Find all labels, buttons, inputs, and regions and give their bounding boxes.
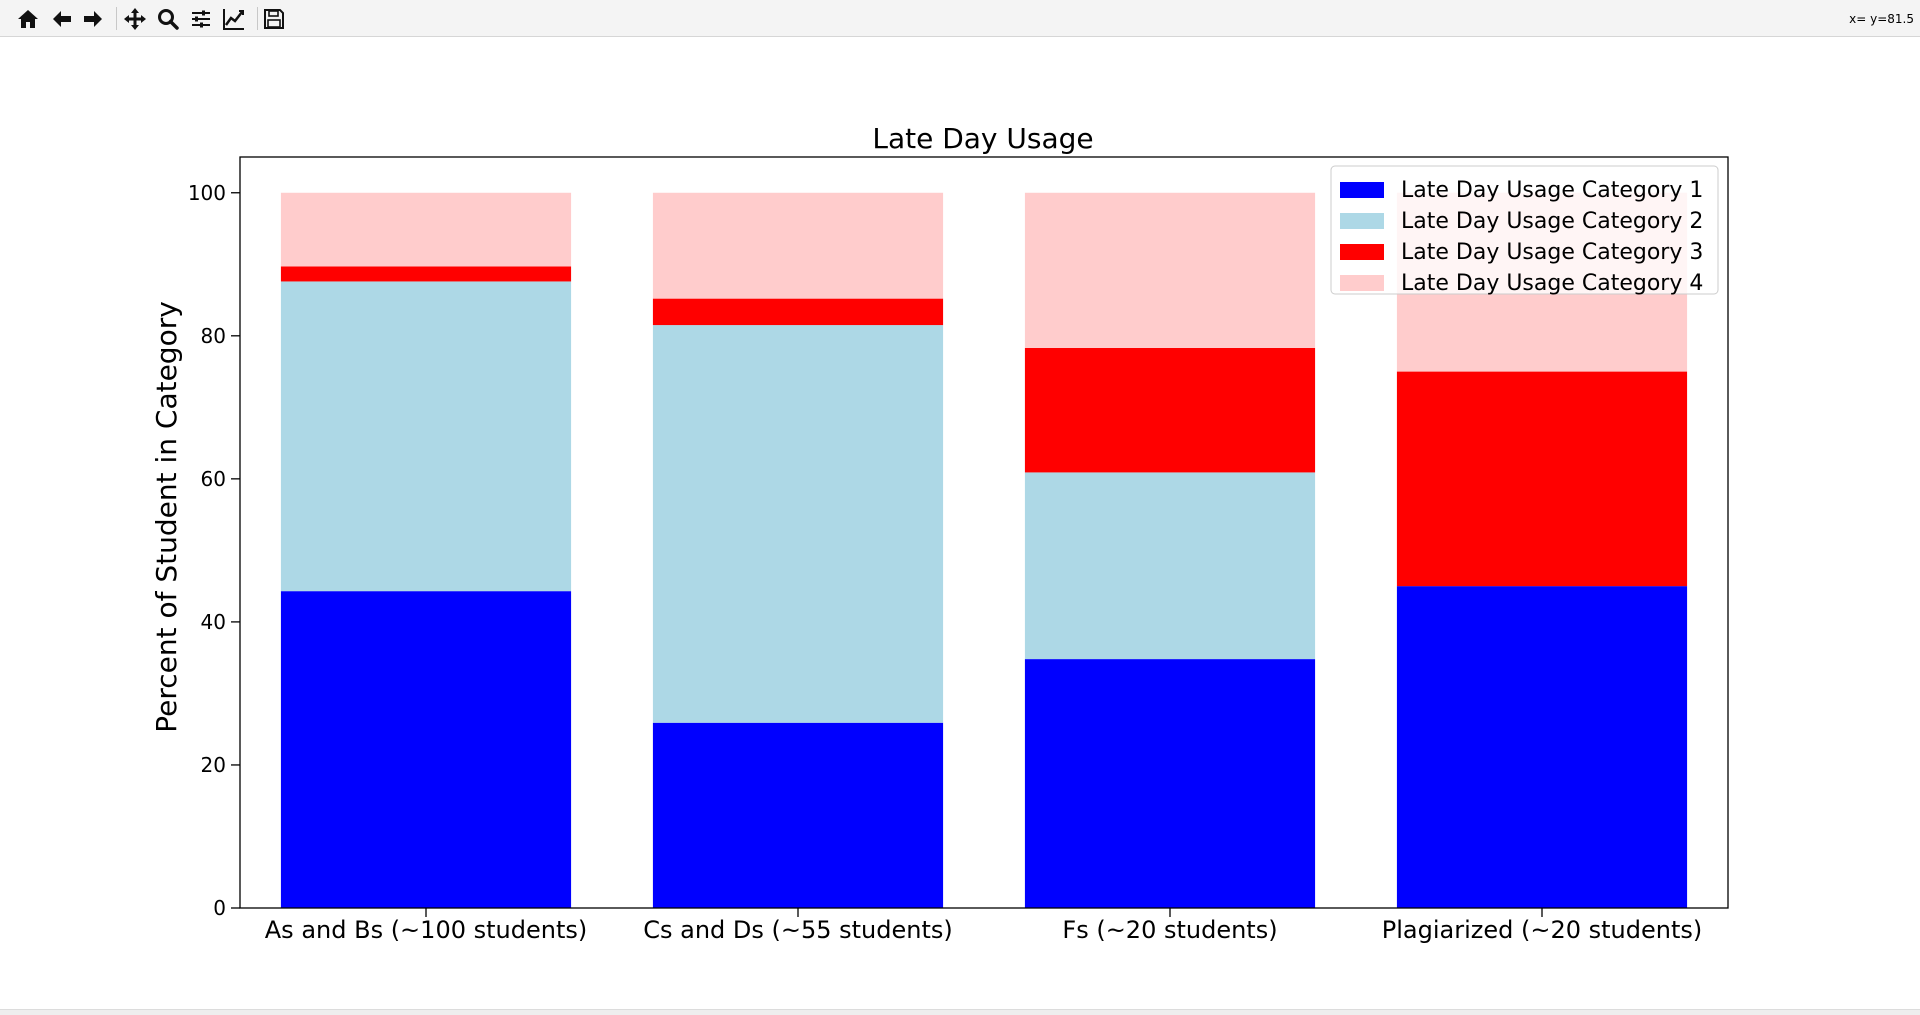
y-tick-label: 80 [201,324,226,348]
status-bar [0,1009,1920,1015]
legend-swatch [1340,213,1384,229]
legend-label: Late Day Usage Category 1 [1401,178,1703,203]
pan-button[interactable] [120,4,150,34]
bar-segment-series-2-cat-1 [280,281,572,592]
x-tick-label: Fs (~20 students) [1062,916,1277,944]
forward-button[interactable] [78,4,108,34]
chart-figure: Late Day Usage Percent of Student in Cat… [150,122,1729,944]
plot-area-frame [239,156,1729,909]
edit-axes-button[interactable] [219,4,249,34]
x-tick-label: As and Bs (~100 students) [265,916,587,944]
zoom-magnifier-icon [158,9,179,30]
bar-segment-series-3-cat-4 [1396,371,1688,587]
y-tick-label: 100 [188,181,226,205]
toolbar-separator [257,7,258,30]
bar-segment-series-1-cat-1 [280,591,572,908]
y-axis-label: Percent of Student in Category [150,301,183,733]
pan-move-icon [124,8,146,30]
save-floppy-icon [264,9,284,29]
bar-segment-series-1-cat-2 [652,722,944,908]
y-tick-label: 60 [201,467,226,491]
back-arrow-icon [53,11,71,27]
bar-segment-series-3-cat-2 [652,298,944,326]
x-axis: As and Bs (~100 students) Cs and Ds (~55 … [265,908,1702,944]
x-tick-label: Plagiarized (~20 students) [1382,916,1702,944]
bar-segment-series-3-cat-1 [280,266,572,282]
bar-segment-series-3-cat-3 [1024,347,1316,473]
legend-swatch [1340,244,1384,260]
legend-label: Late Day Usage Category 3 [1401,240,1703,265]
bar-segment-series-1-cat-4 [1396,586,1688,908]
legend-label: Late Day Usage Category 4 [1401,271,1703,296]
bar-segment-series-2-cat-3 [1024,472,1316,660]
cursor-coordinates-readout: x= y=81.5 [1849,12,1914,26]
home-icon [18,10,38,28]
y-axis: 0 20 40 60 80 100 [188,181,240,920]
bar-segment-series-4-cat-3 [1024,192,1316,348]
legend: Late Day Usage Category 1 Late Day Usage … [1330,165,1719,296]
bar-segment-series-1-cat-3 [1024,659,1316,908]
edit-axis-lines-icon [223,9,244,30]
legend-label: Late Day Usage Category 2 [1401,209,1703,234]
save-button[interactable] [259,4,289,34]
y-tick-label: 0 [213,896,226,920]
legend-swatch [1340,275,1384,291]
bar-segment-series-2-cat-2 [652,325,944,723]
home-button[interactable] [13,4,43,34]
navigation-toolbar: x= y=81.5 [0,0,1920,37]
subplot-config-sliders-icon [192,10,210,28]
back-button[interactable] [47,4,77,34]
y-tick-label: 40 [201,610,226,634]
legend-swatch [1340,182,1384,198]
forward-arrow-icon [84,11,102,27]
bars-group [280,192,1688,908]
legend-box [1330,165,1719,295]
toolbar-separator [116,7,117,30]
bar-segment-series-4-cat-1 [280,192,572,267]
bar-segment-series-4-cat-2 [652,192,944,299]
y-tick-label: 20 [201,753,226,777]
subplots-button[interactable] [186,4,216,34]
x-tick-label: Cs and Ds (~55 students) [643,916,953,944]
zoom-button[interactable] [153,4,183,34]
chart-title: Late Day Usage [872,122,1093,155]
